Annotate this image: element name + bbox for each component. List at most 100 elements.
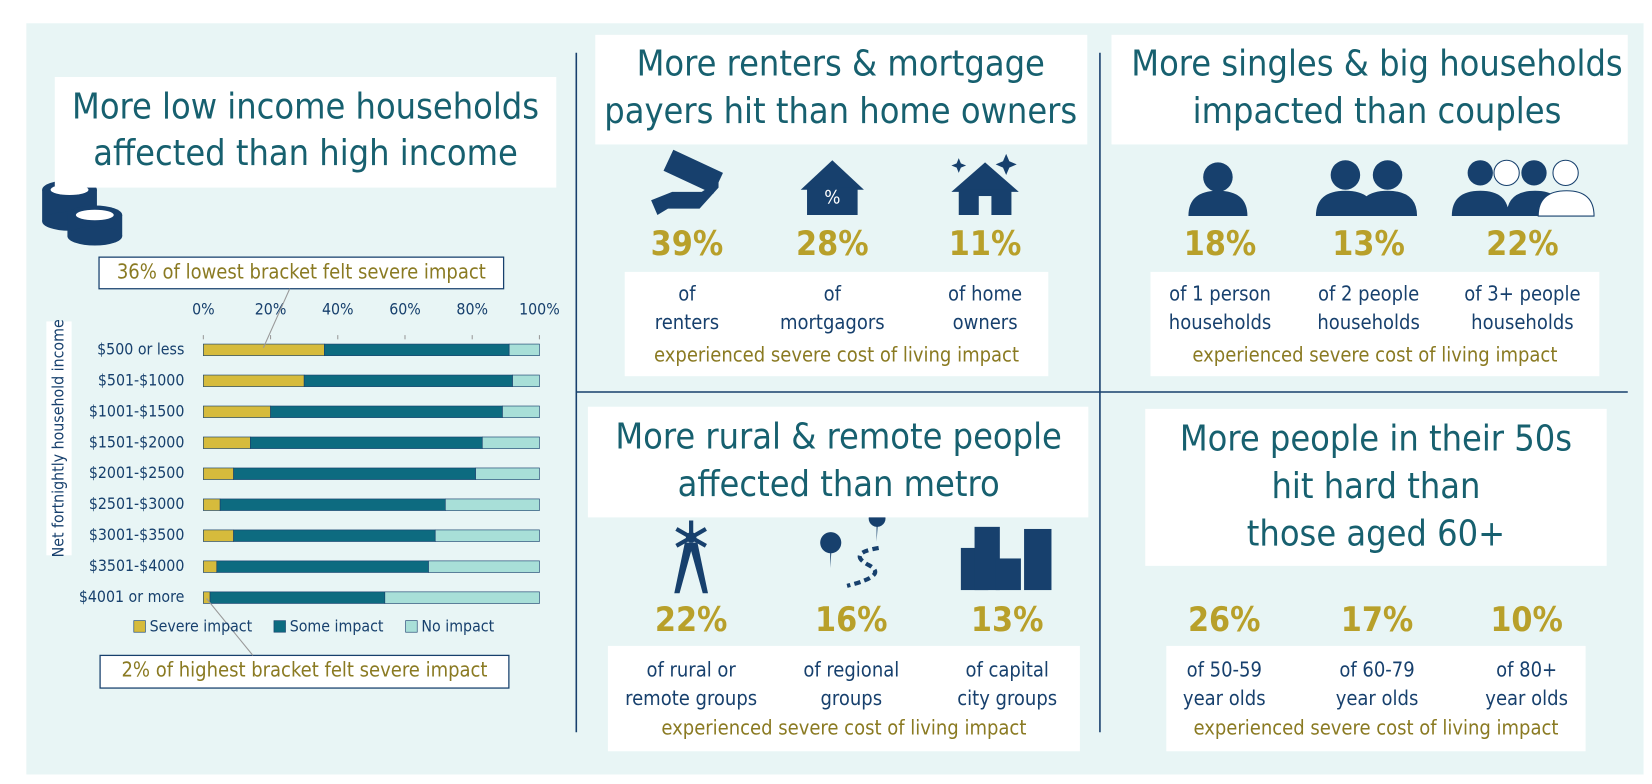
bar-segment: [250, 436, 483, 449]
x-tick-label: 60%: [389, 299, 421, 318]
stat-label: groups: [820, 686, 882, 710]
bar-segment: [434, 529, 540, 542]
bar-segment: [209, 591, 386, 604]
legend-swatch: [273, 620, 286, 633]
y-label-box: [46, 321, 72, 556]
title-box: [1145, 408, 1607, 566]
bar-segment: [428, 560, 540, 573]
stat-label: of 1 person: [1169, 282, 1271, 306]
stat-value: 17%: [1341, 600, 1414, 639]
stat-label: of 50-59: [1187, 658, 1262, 682]
bar-segment: [203, 405, 271, 418]
bar-segment: [233, 467, 476, 480]
stat-label: year olds: [1485, 686, 1568, 710]
stat-label: of rural or: [646, 658, 736, 682]
stat-label: owners: [953, 310, 1018, 334]
chart-title: More low income households: [72, 87, 539, 128]
stat-label: of: [824, 282, 842, 306]
bar-segment: [203, 436, 251, 449]
legend-label: Severe impact: [150, 616, 253, 635]
stat-value: 13%: [971, 600, 1044, 639]
y-tick-label: $1001-$1500: [89, 401, 185, 420]
panel-title: More renters & mortgage: [637, 43, 1045, 84]
bar-segment: [203, 529, 234, 542]
stat-label: of 3+ people: [1464, 282, 1580, 306]
bar-segment: [324, 343, 510, 356]
stat-label: of capital: [965, 658, 1048, 682]
stat-label: of home: [948, 282, 1022, 306]
stat-label: city groups: [957, 686, 1057, 710]
stat-label: of 60-79: [1339, 658, 1414, 682]
x-tick-label: 80%: [456, 299, 488, 318]
panel-title: More people in their 50s: [1180, 418, 1572, 459]
route-icon: [820, 510, 886, 588]
label-box: [1166, 645, 1586, 752]
panel-title: More singles & big households: [1131, 43, 1622, 84]
stat-label: of 80+: [1496, 658, 1557, 682]
y-tick-label: $2001-$2500: [89, 463, 185, 482]
coins-icon: [42, 180, 123, 246]
legend-swatch: [405, 620, 418, 633]
annotation-leader: [262, 288, 291, 348]
bar-segment: [512, 374, 540, 387]
panel-footer: experienced severe cost of living impact: [1193, 716, 1558, 740]
annotation: 2% of highest bracket felt severe impact: [121, 658, 487, 682]
bar-segment: [445, 498, 540, 511]
title-box: [587, 406, 1089, 518]
y-tick-label: $500 or less: [97, 339, 184, 358]
bar-segment: [233, 529, 436, 542]
panel-footer: experienced severe cost of living impact: [1192, 343, 1557, 367]
stat-value: 26%: [1188, 600, 1261, 639]
x-tick-label: 100%: [519, 299, 560, 318]
money-hand-icon: [651, 149, 723, 215]
y-tick-label: $501-$1000: [98, 370, 185, 389]
stat-label: households: [1169, 310, 1271, 334]
stat-value: 18%: [1184, 224, 1257, 263]
y-tick-label: $3001-$3500: [89, 525, 185, 544]
stat-label: year olds: [1183, 686, 1266, 710]
annotation: 36% of lowest bracket felt severe impact: [117, 259, 486, 283]
annotation-box: [99, 654, 510, 689]
panel-title: hit hard than: [1272, 466, 1481, 507]
bar-segment: [475, 467, 540, 480]
stat-value: 10%: [1490, 600, 1563, 639]
x-tick-label: 0%: [192, 299, 215, 318]
legend-swatch: [133, 620, 146, 633]
stat-value: 13%: [1332, 224, 1405, 263]
panel-footer: experienced severe cost of living impact: [661, 716, 1026, 740]
bar-segment: [303, 374, 513, 387]
stat-label: renters: [655, 310, 719, 334]
y-tick-label: $4001 or more: [79, 587, 185, 606]
stat-value: 22%: [1486, 224, 1559, 263]
stat-value: 22%: [655, 600, 728, 639]
label-box: [624, 271, 1049, 377]
person-icon: [1188, 162, 1248, 217]
stat-value: 16%: [815, 600, 888, 639]
bar-segment: [481, 436, 540, 449]
chart-title: affected than high income: [93, 133, 518, 174]
y-tick-label: $3501-$4000: [89, 556, 185, 575]
house-sparkle-icon: [951, 153, 1019, 215]
bar-segment: [203, 560, 218, 573]
annotation-box: [98, 256, 505, 290]
bar-segment: [219, 498, 446, 511]
stat-label: households: [1317, 310, 1419, 334]
legend-label: Some impact: [290, 616, 384, 635]
y-tick-label: $2501-$3000: [89, 494, 185, 513]
label-box: [607, 645, 1080, 752]
title-box: [54, 76, 557, 188]
panel-title: impacted than couples: [1193, 91, 1562, 132]
bar-segment: [203, 498, 221, 511]
title-box: [595, 34, 1088, 145]
buildings-icon: [960, 526, 1052, 591]
legend-label: No impact: [421, 616, 494, 635]
panel-footer: experienced severe cost of living impact: [654, 343, 1019, 367]
stat-label: year olds: [1336, 686, 1419, 710]
title-box: [1111, 34, 1628, 145]
stat-label: of regional: [803, 658, 899, 682]
bar-segment: [216, 560, 429, 573]
bar-segment: [508, 343, 540, 356]
panel-title: More rural & remote people: [615, 416, 1062, 457]
stat-label: households: [1471, 310, 1573, 334]
